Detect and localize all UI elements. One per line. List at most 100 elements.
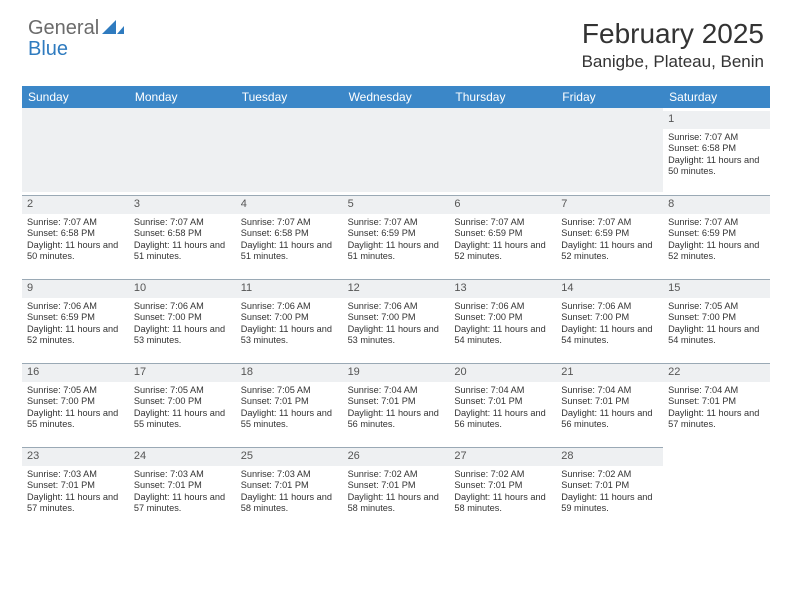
sunrise-text: Sunrise: 7:04 AM bbox=[454, 385, 551, 397]
daylight-text: Daylight: 11 hours and 53 minutes. bbox=[134, 324, 231, 347]
day-number: 2 bbox=[22, 195, 129, 214]
header: General Blue February 2025 Banigbe, Plat… bbox=[0, 0, 792, 78]
sunset-text: Sunset: 6:58 PM bbox=[241, 228, 338, 240]
sunrise-text: Sunrise: 7:03 AM bbox=[241, 469, 338, 481]
sunset-text: Sunset: 6:59 PM bbox=[561, 228, 658, 240]
sunset-text: Sunset: 7:00 PM bbox=[561, 312, 658, 324]
sunset-text: Sunset: 7:00 PM bbox=[241, 312, 338, 324]
sunrise-text: Sunrise: 7:02 AM bbox=[348, 469, 445, 481]
day-number: 5 bbox=[343, 195, 450, 214]
sunset-text: Sunset: 7:01 PM bbox=[561, 396, 658, 408]
sunrise-text: Sunrise: 7:07 AM bbox=[561, 217, 658, 229]
sunset-text: Sunset: 7:00 PM bbox=[454, 312, 551, 324]
calendar-cell bbox=[236, 108, 343, 192]
daylight-text: Daylight: 11 hours and 53 minutes. bbox=[241, 324, 338, 347]
sunset-text: Sunset: 7:00 PM bbox=[134, 312, 231, 324]
sunrise-text: Sunrise: 7:05 AM bbox=[241, 385, 338, 397]
sunrise-text: Sunrise: 7:07 AM bbox=[27, 217, 124, 229]
day-number: 11 bbox=[236, 279, 343, 298]
sunset-text: Sunset: 7:01 PM bbox=[561, 480, 658, 492]
weekday-label: Thursday bbox=[449, 86, 556, 108]
day-number: 12 bbox=[343, 279, 450, 298]
sunset-text: Sunset: 7:00 PM bbox=[348, 312, 445, 324]
day-number: 28 bbox=[556, 447, 663, 466]
day-number: 22 bbox=[663, 363, 770, 382]
sunrise-text: Sunrise: 7:04 AM bbox=[668, 385, 765, 397]
page-title: February 2025 bbox=[582, 18, 764, 50]
calendar-cell: 23Sunrise: 7:03 AMSunset: 7:01 PMDayligh… bbox=[22, 444, 129, 528]
sunset-text: Sunset: 7:01 PM bbox=[241, 480, 338, 492]
daylight-text: Daylight: 11 hours and 56 minutes. bbox=[561, 408, 658, 431]
calendar-cell: 20Sunrise: 7:04 AMSunset: 7:01 PMDayligh… bbox=[449, 360, 556, 444]
sunset-text: Sunset: 6:58 PM bbox=[668, 143, 765, 155]
daylight-text: Daylight: 11 hours and 58 minutes. bbox=[348, 492, 445, 515]
sunset-text: Sunset: 7:01 PM bbox=[454, 396, 551, 408]
day-number: 7 bbox=[556, 195, 663, 214]
logo-word-general: General bbox=[28, 17, 99, 39]
daylight-text: Daylight: 11 hours and 55 minutes. bbox=[241, 408, 338, 431]
calendar-cell: 8 Sunrise: 7:07 AMSunset: 6:59 PMDaylight… bbox=[663, 192, 770, 276]
calendar-cell bbox=[556, 108, 663, 192]
calendar-cell: 21Sunrise: 7:04 AMSunset: 7:01 PMDayligh… bbox=[556, 360, 663, 444]
daylight-text: Daylight: 11 hours and 52 minutes. bbox=[454, 240, 551, 263]
sunrise-text: Sunrise: 7:03 AM bbox=[134, 469, 231, 481]
title-block: February 2025 Banigbe, Plateau, Benin bbox=[582, 18, 764, 72]
daylight-text: Daylight: 11 hours and 55 minutes. bbox=[134, 408, 231, 431]
day-number: 16 bbox=[22, 363, 129, 382]
sunset-text: Sunset: 7:01 PM bbox=[134, 480, 231, 492]
daylight-text: Daylight: 11 hours and 58 minutes. bbox=[241, 492, 338, 515]
day-number: 10 bbox=[129, 279, 236, 298]
sunrise-text: Sunrise: 7:07 AM bbox=[241, 217, 338, 229]
sunset-text: Sunset: 7:00 PM bbox=[134, 396, 231, 408]
sunrise-text: Sunrise: 7:07 AM bbox=[348, 217, 445, 229]
calendar-cell: 6Sunrise: 7:07 AMSunset: 6:59 PMDaylight… bbox=[449, 192, 556, 276]
day-number: 27 bbox=[449, 447, 556, 466]
calendar-cell bbox=[129, 108, 236, 192]
logo: General Blue bbox=[28, 18, 124, 60]
calendar-cell bbox=[343, 108, 450, 192]
weekday-label: Sunday bbox=[22, 86, 129, 108]
calendar-cell: 11 Sunrise: 7:06 AMSunset: 7:00 PMDayligh… bbox=[236, 276, 343, 360]
daylight-text: Daylight: 11 hours and 52 minutes. bbox=[668, 240, 765, 263]
calendar-cell: 12Sunrise: 7:06 AMSunset: 7:00 PMDayligh… bbox=[343, 276, 450, 360]
daylight-text: Daylight: 11 hours and 50 minutes. bbox=[668, 155, 765, 178]
sunrise-text: Sunrise: 7:07 AM bbox=[668, 217, 765, 229]
day-number: 20 bbox=[449, 363, 556, 382]
daylight-text: Daylight: 11 hours and 58 minutes. bbox=[454, 492, 551, 515]
calendar-cell: 10 Sunrise: 7:06 AMSunset: 7:00 PMDayligh… bbox=[129, 276, 236, 360]
sunset-text: Sunset: 6:59 PM bbox=[27, 312, 124, 324]
daylight-text: Daylight: 11 hours and 50 minutes. bbox=[27, 240, 124, 263]
sunrise-text: Sunrise: 7:04 AM bbox=[348, 385, 445, 397]
sunset-text: Sunset: 6:59 PM bbox=[348, 228, 445, 240]
calendar-cell: 28Sunrise: 7:02 AMSunset: 7:01 PMDayligh… bbox=[556, 444, 663, 528]
daylight-text: Daylight: 11 hours and 51 minutes. bbox=[241, 240, 338, 263]
day-number: 26 bbox=[343, 447, 450, 466]
calendar-cell: 27Sunrise: 7:02 AMSunset: 7:01 PMDayligh… bbox=[449, 444, 556, 528]
sunrise-text: Sunrise: 7:06 AM bbox=[134, 301, 231, 313]
weekday-label: Tuesday bbox=[236, 86, 343, 108]
daylight-text: Daylight: 11 hours and 57 minutes. bbox=[134, 492, 231, 515]
day-number: 14 bbox=[556, 279, 663, 298]
calendar-cell: 5Sunrise: 7:07 AMSunset: 6:59 PMDaylight… bbox=[343, 192, 450, 276]
calendar-cell: 26 Sunrise: 7:02 AMSunset: 7:01 PMDayligh… bbox=[343, 444, 450, 528]
location-text: Banigbe, Plateau, Benin bbox=[582, 52, 764, 72]
sunset-text: Sunset: 7:01 PM bbox=[348, 480, 445, 492]
sunset-text: Sunset: 6:58 PM bbox=[27, 228, 124, 240]
daylight-text: Daylight: 11 hours and 51 minutes. bbox=[134, 240, 231, 263]
day-number: 25 bbox=[236, 447, 343, 466]
sunrise-text: Sunrise: 7:06 AM bbox=[348, 301, 445, 313]
sunset-text: Sunset: 6:59 PM bbox=[668, 228, 765, 240]
calendar: SundayMondayTuesdayWednesdayThursdayFrid… bbox=[22, 86, 770, 528]
sunrise-text: Sunrise: 7:04 AM bbox=[561, 385, 658, 397]
calendar-cell: 24Sunrise: 7:03 AMSunset: 7:01 PMDayligh… bbox=[129, 444, 236, 528]
day-number: 18 bbox=[236, 363, 343, 382]
sunset-text: Sunset: 7:01 PM bbox=[348, 396, 445, 408]
calendar-grid: 1Sunrise: 7:07 AMSunset: 6:58 PMDaylight… bbox=[22, 108, 770, 528]
sunset-text: Sunset: 7:00 PM bbox=[27, 396, 124, 408]
sunrise-text: Sunrise: 7:06 AM bbox=[241, 301, 338, 313]
calendar-cell: 17Sunrise: 7:05 AMSunset: 7:00 PMDayligh… bbox=[129, 360, 236, 444]
daylight-text: Daylight: 11 hours and 54 minutes. bbox=[668, 324, 765, 347]
calendar-cell: 3Sunrise: 7:07 AMSunset: 6:58 PMDaylight… bbox=[129, 192, 236, 276]
day-number: 8 bbox=[663, 195, 770, 214]
calendar-cell bbox=[449, 108, 556, 192]
